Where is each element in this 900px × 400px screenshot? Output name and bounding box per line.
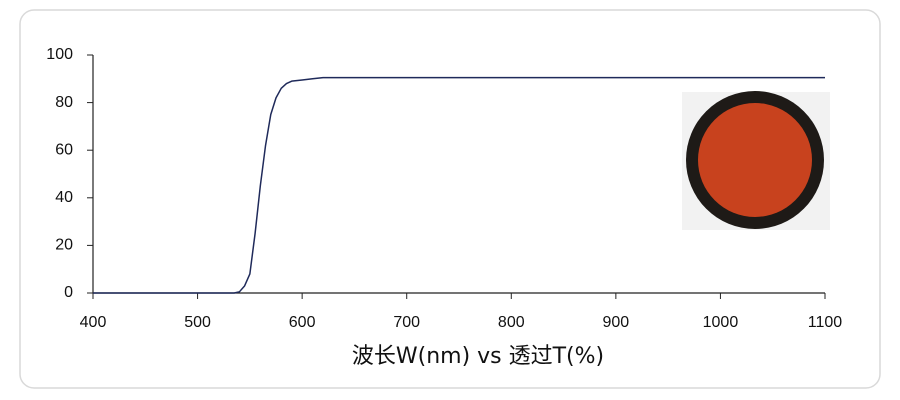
x-tick-label: 500: [184, 314, 211, 331]
y-tick-label: 40: [55, 189, 73, 206]
x-tick-label: 700: [393, 314, 420, 331]
y-tick-label: 80: [55, 94, 73, 111]
filter-icon: [682, 91, 830, 230]
y-tick-label: 100: [46, 46, 73, 63]
transmission-line: [93, 76, 825, 294]
x-tick-label: 600: [289, 314, 316, 331]
y-tick-label: 0: [64, 284, 73, 301]
x-tick-label: 800: [498, 314, 525, 331]
x-tick-label: 1100: [808, 314, 843, 331]
y-tick-label: 60: [55, 141, 73, 158]
y-tick-label: 20: [55, 237, 73, 254]
x-tick-label: 400: [80, 314, 107, 331]
x-tick-label: 900: [603, 314, 630, 331]
x-tick-label: 1000: [703, 314, 739, 331]
x-axis-title: 波长W(nm) vs 透过T(%): [352, 344, 604, 369]
